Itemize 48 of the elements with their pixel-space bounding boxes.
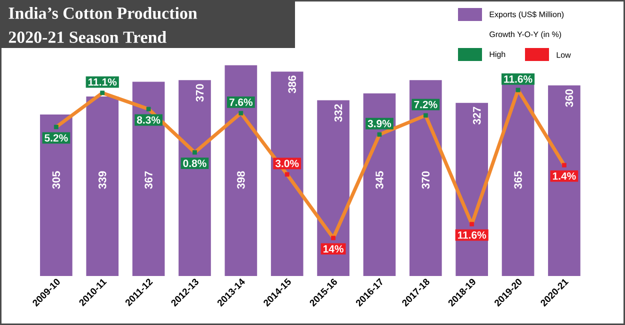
annotation: 1.4% [552, 172, 576, 180]
bar [548, 85, 580, 276]
bar [40, 114, 72, 276]
point [238, 110, 244, 116]
point [423, 113, 428, 118]
data-label: 11.1% [88, 78, 117, 86]
bar [363, 93, 396, 276]
annotation: 11.6% [458, 231, 486, 239]
point [192, 150, 197, 155]
data-label: 339 [98, 171, 106, 189]
bar [178, 80, 211, 276]
chart-subtitle: 2020-21 Season Trend [8, 31, 166, 43]
point [516, 88, 520, 92]
point [284, 172, 290, 177]
bar [409, 80, 442, 276]
data-label: 345 [376, 171, 384, 189]
data-label: 11.6% [504, 75, 532, 83]
bar [317, 100, 350, 276]
annotation: 3.0% [275, 160, 299, 168]
data-label: 332 [334, 104, 342, 122]
data-label: 365 [514, 171, 522, 189]
data-label: 367 [144, 171, 152, 189]
point [470, 222, 474, 226]
point [54, 124, 58, 130]
bar [270, 72, 304, 276]
data-label: 0.8% [183, 160, 206, 168]
point [377, 132, 382, 137]
data-label: 327 [472, 106, 481, 124]
data-label: 3.9% [368, 120, 392, 128]
point [331, 236, 336, 240]
data-label: 305 [52, 171, 60, 189]
bar [132, 82, 165, 276]
bar [86, 96, 119, 276]
data-label: 7.2% [414, 100, 438, 108]
data-label: 5.2% [44, 134, 68, 142]
data-label: 8.3% [136, 116, 160, 124]
point [146, 106, 151, 112]
point [562, 162, 566, 168]
data-label: 398 [237, 171, 245, 189]
data-label: 386 [288, 76, 296, 94]
annotation: 14% [323, 245, 344, 253]
data-label: 370 [196, 84, 204, 102]
data-label: 7.6% [229, 98, 253, 106]
data-label: 360 [565, 89, 574, 107]
chart-title: India’s Cotton Production [8, 7, 198, 19]
data-label: 370 [422, 171, 430, 189]
bar [224, 65, 258, 276]
point [100, 90, 105, 96]
